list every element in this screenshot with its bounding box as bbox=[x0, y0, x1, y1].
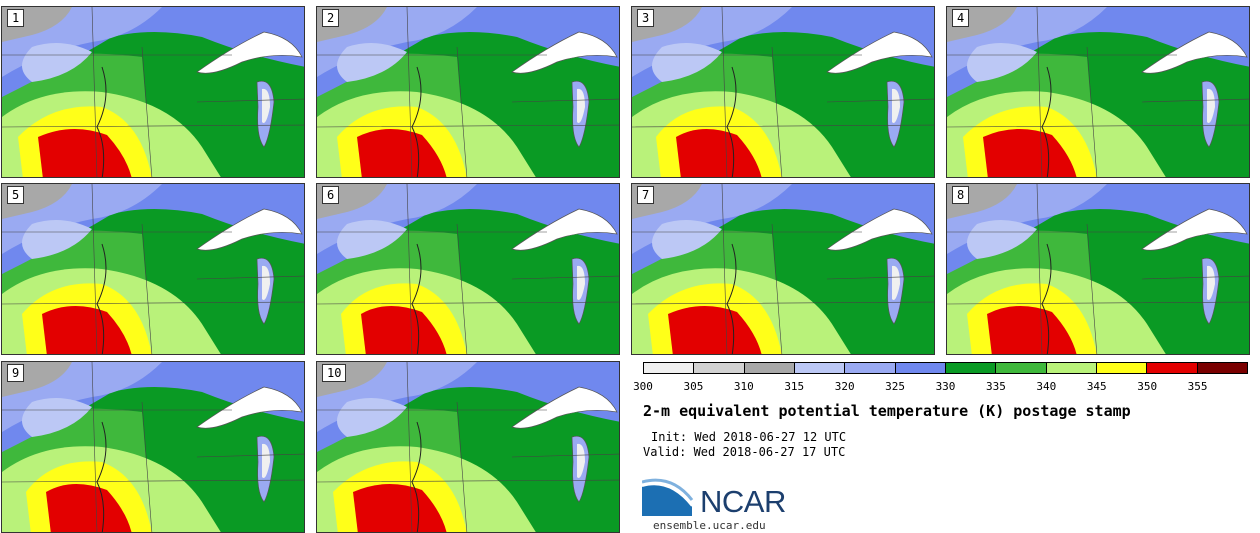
colorbar-segment bbox=[694, 363, 745, 373]
map-panel: 3 bbox=[631, 6, 935, 178]
panel-number: 3 bbox=[637, 9, 655, 27]
panel-number: 5 bbox=[7, 186, 25, 204]
site-url: ensemble.ucar.edu bbox=[653, 519, 766, 532]
map-panel: 7 bbox=[631, 183, 935, 355]
map-image bbox=[2, 184, 304, 354]
map-image bbox=[317, 7, 619, 177]
panel-number: 7 bbox=[637, 186, 655, 204]
map-image bbox=[632, 184, 934, 354]
panel-number: 2 bbox=[322, 9, 340, 27]
colorbar-tick-label: 300 bbox=[633, 380, 653, 393]
init-time: Init: Wed 2018-06-27 12 UTC bbox=[651, 430, 847, 444]
colorbar-tick-label: 335 bbox=[985, 380, 1006, 393]
map-panel: 4 bbox=[946, 6, 1250, 178]
map-image bbox=[2, 362, 304, 532]
panel-number: 6 bbox=[322, 186, 340, 204]
map-image bbox=[317, 362, 619, 532]
colorbar-segment bbox=[1046, 363, 1097, 373]
colorbar-segment bbox=[996, 363, 1047, 373]
map-panel: 1 bbox=[1, 6, 305, 178]
colorbar-segment bbox=[945, 363, 997, 373]
panel-number: 9 bbox=[7, 364, 25, 382]
colorbar-tick-label: 305 bbox=[683, 380, 704, 393]
panel-number: 8 bbox=[952, 186, 970, 204]
map-image bbox=[317, 184, 619, 354]
colorbar-segment bbox=[1096, 363, 1148, 373]
colorbar-tick-label: 350 bbox=[1137, 380, 1158, 393]
map-panel: 9 bbox=[1, 361, 305, 533]
colorbar bbox=[643, 362, 1248, 374]
map-panel: 6 bbox=[316, 183, 620, 355]
map-image bbox=[947, 7, 1249, 177]
valid-time: Valid: Wed 2018-06-27 17 UTC bbox=[643, 445, 846, 459]
colorbar-segment bbox=[1147, 363, 1198, 373]
colorbar-segment bbox=[794, 363, 846, 373]
map-image bbox=[632, 7, 934, 177]
map-panel: 8 bbox=[946, 183, 1250, 355]
colorbar-segment bbox=[845, 363, 896, 373]
colorbar-tick-label: 340 bbox=[1036, 380, 1057, 393]
panel-number: 1 bbox=[7, 9, 25, 27]
colorbar-tick-label: 320 bbox=[834, 380, 855, 393]
colorbar-tick-label: 345 bbox=[1086, 380, 1107, 393]
map-panel: 5 bbox=[1, 183, 305, 355]
ncar-logo-icon bbox=[642, 478, 694, 516]
colorbar-segment bbox=[744, 363, 795, 373]
colorbar-ticks: 300 305 310 315 320 325 330 335 340 345 350 355 bbox=[633, 380, 1248, 394]
colorbar-segment bbox=[1197, 363, 1247, 373]
panel-number: 10 bbox=[322, 364, 347, 382]
colorbar-tick-label: 310 bbox=[733, 380, 754, 393]
colorbar-segment bbox=[644, 363, 695, 373]
ncar-logo-text: NCAR bbox=[700, 484, 786, 519]
map-image bbox=[2, 7, 304, 177]
colorbar-tick-label: 330 bbox=[935, 380, 956, 393]
panel-number: 4 bbox=[952, 9, 970, 27]
colorbar-tick-label: 355 bbox=[1187, 380, 1208, 393]
map-panel: 2 bbox=[316, 6, 620, 178]
colorbar-segment bbox=[895, 363, 946, 373]
colorbar-tick-label: 315 bbox=[784, 380, 805, 393]
map-panel: 10 bbox=[316, 361, 620, 533]
map-image bbox=[947, 184, 1249, 354]
figure-title: 2-m equivalent potential temperature (K)… bbox=[643, 402, 1131, 420]
colorbar-tick-label: 325 bbox=[885, 380, 906, 393]
